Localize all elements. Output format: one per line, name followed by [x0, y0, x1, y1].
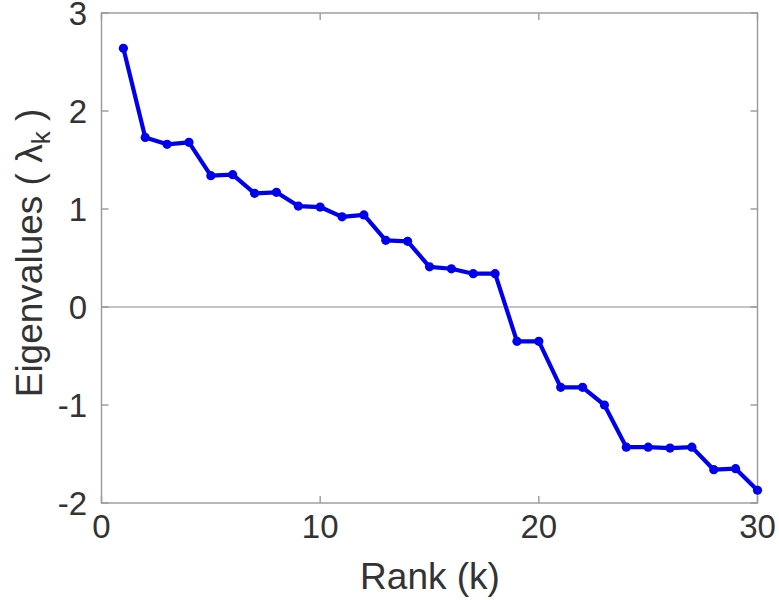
y-tick-label: 2: [69, 93, 87, 130]
data-point-marker: [381, 236, 390, 245]
y-axis-label: Eigenvalues ( λk ): [9, 109, 56, 398]
data-point-marker: [250, 189, 259, 198]
y-axis-label-part: ): [9, 109, 50, 132]
figure-canvas: 0 10 20 30 -2 -1 0 1 2 3 Rank (k) Eigenvalues ( λ…: [0, 0, 779, 600]
y-axis-label-part: Eigenvalues ( λ: [9, 144, 50, 397]
eigenvalue-spectrum-chart: 0 10 20 30 -2 -1 0 1 2 3 Rank (k) Eigenvalues ( λ…: [0, 0, 779, 600]
data-point-marker: [556, 383, 565, 392]
x-axis-label: Rank (k): [360, 556, 500, 597]
data-point-marker: [206, 171, 215, 180]
eigenvalue-line: [123, 48, 757, 490]
y-tick-label: 3: [69, 0, 87, 32]
data-point-marker: [316, 202, 325, 211]
data-point-marker: [665, 444, 674, 453]
data-point-marker: [731, 464, 740, 473]
data-point-marker: [687, 443, 696, 452]
data-point-marker: [491, 269, 500, 278]
y-tick-label: 1: [69, 191, 87, 228]
data-point-marker: [337, 212, 346, 221]
x-tick-label: 0: [92, 508, 110, 545]
data-point-marker: [600, 400, 609, 409]
data-point-marker: [753, 486, 762, 495]
y-tick-label: -2: [58, 485, 87, 522]
data-point-marker: [534, 337, 543, 346]
axes-layer: [102, 13, 758, 503]
y-tick-label: -1: [58, 387, 87, 424]
data-point-marker: [447, 264, 456, 273]
x-tick-label: 10: [302, 508, 339, 545]
x-tick-label: 20: [520, 508, 557, 545]
data-series-layer: [119, 44, 762, 495]
data-point-marker: [578, 383, 587, 392]
data-point-marker: [469, 269, 478, 278]
data-point-marker: [425, 262, 434, 271]
data-point-marker: [119, 44, 128, 53]
data-point-marker: [184, 138, 193, 147]
plot-box: [102, 13, 758, 503]
data-point-marker: [294, 201, 303, 210]
y-tick-label: 0: [69, 289, 87, 326]
data-point-marker: [403, 237, 412, 246]
data-point-marker: [644, 443, 653, 452]
tick-label-layer: 0 10 20 30 -2 -1 0 1 2 3: [58, 0, 776, 545]
y-axis-label-part: k: [26, 130, 56, 144]
data-point-marker: [359, 210, 368, 219]
data-point-marker: [163, 140, 172, 149]
data-point-marker: [228, 170, 237, 179]
data-point-marker: [709, 465, 718, 474]
data-point-marker: [141, 133, 150, 142]
x-tick-label: 30: [739, 508, 776, 545]
data-point-marker: [622, 443, 631, 452]
data-point-marker: [272, 188, 281, 197]
data-point-marker: [512, 337, 521, 346]
